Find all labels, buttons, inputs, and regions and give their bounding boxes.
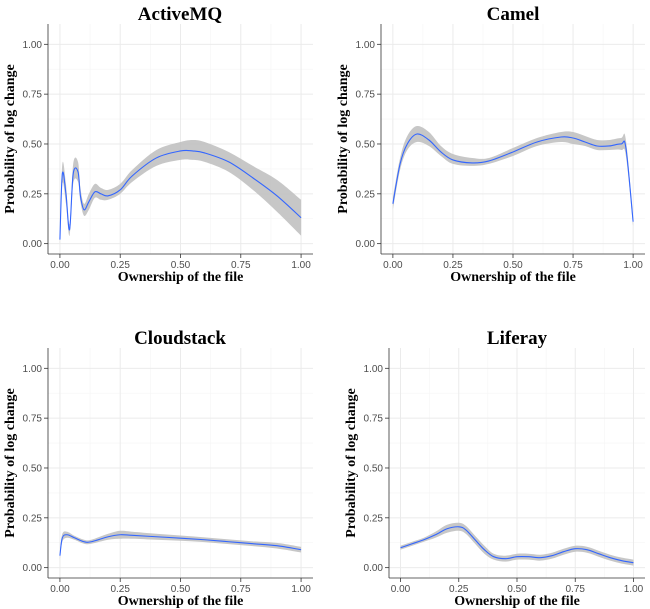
x-tick-label: 0.75: [231, 584, 251, 595]
y-axis-label: Probability of log change: [3, 388, 18, 537]
y-tick-label: 1.00: [364, 364, 384, 375]
chart-panel-liferay: 0.00 0.25 0.50 0.75 1.00 0.00 0.25 0.50 0.75 1.00…: [344, 328, 645, 609]
y-tick-label: 1.00: [23, 40, 43, 51]
x-axis-label: Ownership of the file: [118, 594, 244, 609]
x-tick-label: 1.00: [624, 584, 644, 595]
y-tick-label: 0.75: [356, 90, 376, 101]
y-tick-label: 0.75: [23, 414, 43, 425]
y-tick-label: 1.00: [356, 40, 376, 51]
y-axis-label: Probability of log change: [344, 388, 359, 537]
fit-line: [400, 526, 634, 564]
fit-line: [59, 534, 302, 556]
chart-title: Camel: [487, 4, 540, 25]
y-tick-label: 0.75: [23, 90, 43, 101]
y-tick-label: 0.25: [356, 189, 376, 200]
y-tick-label: 0.00: [23, 563, 43, 574]
x-tick-label: 0.75: [563, 260, 583, 271]
confidence-band: [59, 530, 302, 560]
chart-panel-cloudstack: 0.00 0.25 0.50 0.75 1.00 0.00 0.25 0.50 0.75 1.00…: [3, 328, 313, 609]
gridlines: [389, 348, 645, 578]
y-tick-label: 0.00: [364, 563, 384, 574]
x-axis-label: Ownership of the file: [118, 270, 244, 285]
x-tick-label: 0.75: [566, 584, 586, 595]
confidence-band: [59, 140, 302, 244]
y-tick-label: 0.50: [364, 463, 384, 474]
x-tick-label: 0.25: [443, 260, 463, 271]
chart-title: Liferay: [487, 328, 548, 349]
chart-panel-camel: 0.00 0.25 0.50 0.75 1.00 0.00 0.25 0.50 0.75 1.00…: [336, 4, 645, 285]
x-tick-label: 1.00: [291, 584, 311, 595]
y-tick-label: 1.00: [23, 364, 43, 375]
x-tick-label: 0.00: [391, 584, 411, 595]
chart-panel-activemq: 0.00 0.25 0.50 0.75 1.00 0.00 0.25 0.50 0.75 1.00…: [3, 4, 313, 285]
x-tick-label: 1.00: [623, 260, 643, 271]
chart-title: ActiveMQ: [138, 4, 222, 25]
x-axis-label: Ownership of the file: [450, 270, 576, 285]
y-axis-label: Probability of log change: [3, 64, 18, 213]
x-tick-label: 0.00: [383, 260, 403, 271]
chart-title: Cloudstack: [134, 328, 226, 349]
x-tick-label: 0.50: [171, 260, 191, 271]
x-tick-label: 1.00: [291, 260, 311, 271]
fit-line: [392, 133, 634, 222]
x-tick-label: 0.25: [449, 584, 469, 595]
x-tick-label: 0.25: [110, 260, 130, 271]
x-tick-label: 0.25: [110, 584, 130, 595]
x-axis-label: Ownership of the file: [454, 594, 580, 609]
y-tick-label: 0.00: [23, 239, 43, 250]
y-tick-label: 0.50: [356, 139, 376, 150]
confidence-band: [392, 125, 634, 226]
x-tick-label: 0.75: [231, 260, 251, 271]
y-tick-label: 0.00: [356, 239, 376, 250]
y-tick-label: 0.25: [23, 189, 43, 200]
x-tick-label: 0.00: [50, 260, 70, 271]
y-axis-label: Probability of log change: [336, 64, 351, 213]
x-tick-label: 0.00: [50, 584, 70, 595]
fit-line: [59, 149, 302, 240]
x-tick-label: 0.50: [507, 584, 527, 595]
y-tick-label: 0.75: [364, 414, 384, 425]
gridlines: [48, 348, 313, 578]
y-tick-label: 0.50: [23, 463, 43, 474]
y-tick-label: 0.25: [364, 513, 384, 524]
x-tick-label: 0.50: [171, 584, 191, 595]
x-tick-label: 0.50: [503, 260, 523, 271]
y-tick-label: 0.50: [23, 139, 43, 150]
y-tick-label: 0.25: [23, 513, 43, 524]
